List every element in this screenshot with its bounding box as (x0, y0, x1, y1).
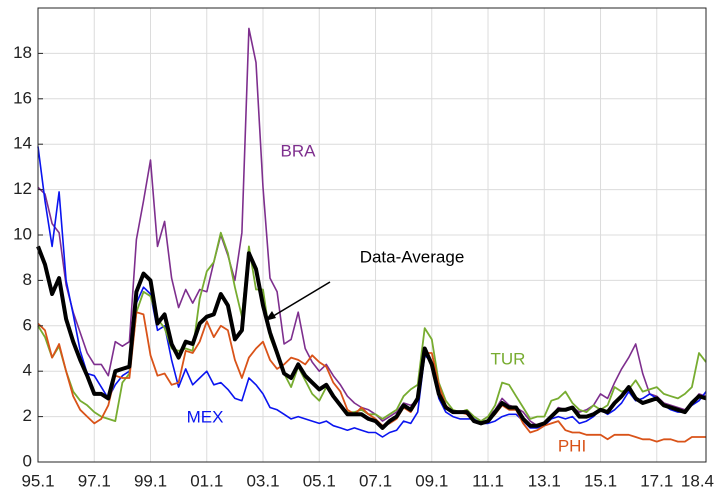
series-line (37, 27, 707, 427)
x-tick-label: 95.1 (21, 471, 54, 490)
y-tick-label: 8 (23, 270, 32, 289)
x-tick-label: 09.1 (415, 471, 448, 490)
y-tick-label: 6 (23, 315, 32, 334)
y-tick-label: 0 (23, 451, 32, 470)
series-label: BRA (281, 141, 317, 160)
x-tick-label: 11.1 (472, 471, 504, 490)
x-tick-label: 03.1 (246, 471, 279, 490)
series-label: MEX (187, 407, 224, 426)
y-tick-label: 4 (23, 361, 32, 380)
y-tick-label: 2 (23, 406, 32, 425)
y-tick-label: 14 (13, 134, 32, 153)
arrow-head (265, 311, 276, 321)
y-tick-label: 10 (13, 224, 32, 243)
series-label: TUR (491, 349, 526, 368)
x-tick-label: 17.1 (640, 471, 673, 490)
x-tick-label: 01.1 (190, 471, 223, 490)
series-label: Data-Average (360, 247, 465, 266)
y-tick-label: 18 (13, 43, 32, 62)
series-line (37, 311, 706, 443)
x-tick-label: 05.1 (303, 471, 336, 490)
x-tick-label: 99.1 (134, 471, 167, 490)
y-tick-label: 16 (13, 88, 32, 107)
x-tick-label: 97.1 (78, 471, 111, 490)
x-tick-label: 07.1 (359, 471, 392, 490)
x-tick-label: 18.4 (681, 471, 714, 490)
annotation-arrow (269, 281, 331, 319)
series-label: PHI (558, 436, 586, 455)
series-line (36, 245, 707, 430)
x-tick-label: 13.1 (528, 471, 561, 490)
lines (36, 27, 707, 443)
series-line (37, 231, 707, 422)
y-tick-label: 12 (13, 179, 32, 198)
x-tick-label: 15.1 (584, 471, 617, 490)
